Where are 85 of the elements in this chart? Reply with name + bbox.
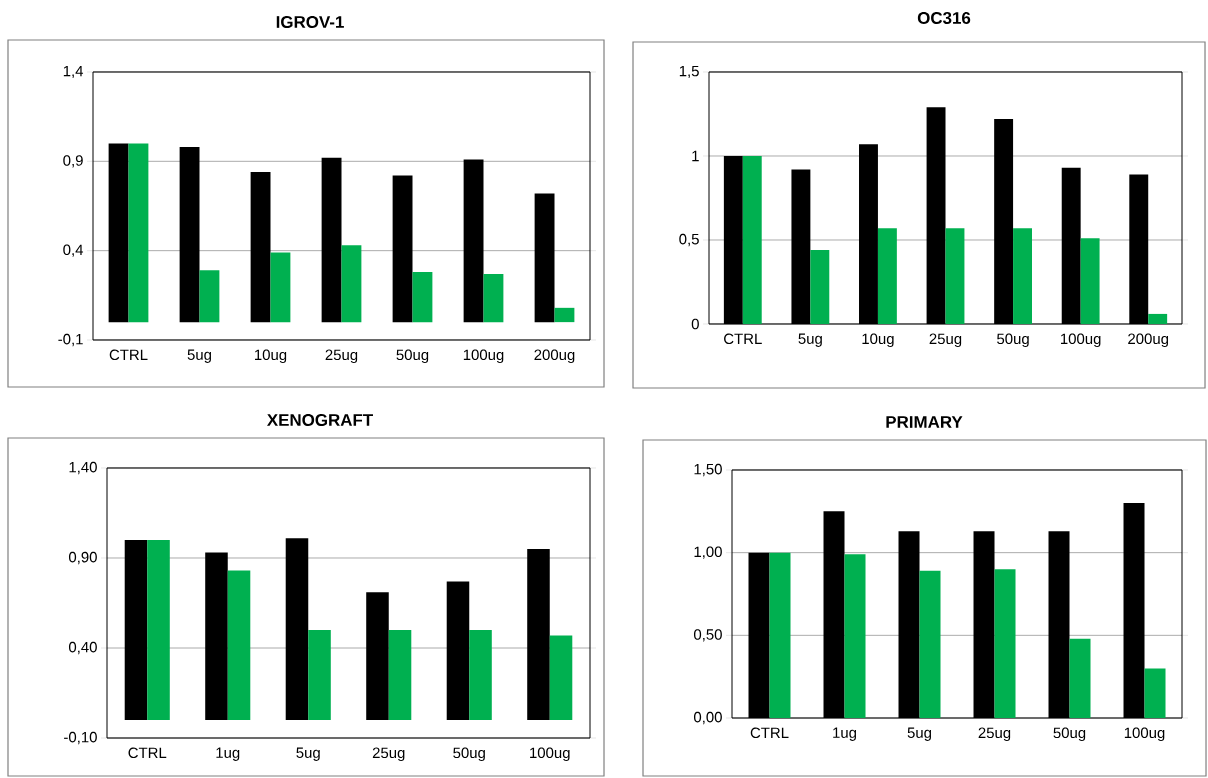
bar <box>554 307 575 323</box>
bar <box>285 538 309 720</box>
bar <box>534 193 555 323</box>
bar <box>469 630 492 720</box>
bar <box>1069 638 1091 718</box>
x-tick-label: 1ug <box>216 747 240 761</box>
bar <box>1013 228 1032 324</box>
x-tick-label: 100ug <box>530 747 570 762</box>
bar <box>742 155 762 324</box>
y-tick-label: 0,50 <box>693 629 722 642</box>
y-tick-label: 0,00 <box>693 711 722 725</box>
bar <box>549 635 573 720</box>
bar <box>199 270 220 323</box>
bar <box>1148 313 1168 324</box>
x-tick-label: CTRL <box>750 727 789 739</box>
y-tick-label: 1,4 <box>63 65 84 79</box>
y-tick-label: 1,00 <box>694 546 722 559</box>
x-tick-label: 25ug <box>325 349 358 364</box>
bar <box>388 630 412 720</box>
y-tick-label: 1,50 <box>694 463 722 477</box>
bar <box>446 581 470 720</box>
x-tick-label: 100ug <box>1124 727 1165 742</box>
x-tick-label: 5ug <box>187 349 211 363</box>
x-tick-label: 100ug <box>463 349 504 364</box>
bar <box>483 273 504 323</box>
x-tick-label: 1ug <box>833 727 856 741</box>
x-tick-label: 50ug <box>997 333 1029 348</box>
x-tick-label: CTRL <box>109 349 148 361</box>
bar <box>147 540 170 720</box>
x-tick-label: 50ug <box>1053 727 1086 742</box>
bar <box>179 147 200 323</box>
x-tick-label: 25ug <box>978 727 1011 742</box>
bar <box>205 552 228 720</box>
y-tick-label: 0,40 <box>68 641 97 655</box>
bar <box>412 272 433 323</box>
bar <box>844 554 866 718</box>
bar <box>1080 238 1100 324</box>
y-tick-label: 0 <box>691 318 699 330</box>
y-tick-label: -0,10 <box>64 731 97 745</box>
bar <box>321 157 342 323</box>
y-tick-label: -0,1 <box>58 333 83 347</box>
bar <box>527 549 550 720</box>
x-tick-label: 200ug <box>1128 333 1169 348</box>
y-tick-label: 1 <box>692 150 699 162</box>
x-tick-label: 5ug <box>798 333 822 347</box>
x-tick-label: 10ug <box>862 333 894 348</box>
y-tick-label: 0,4 <box>63 244 84 257</box>
bar <box>392 175 413 323</box>
bar <box>919 570 941 718</box>
x-tick-label: 5ug <box>296 747 320 761</box>
x-tick-label: 5ug <box>907 727 931 741</box>
bar <box>1144 668 1166 718</box>
bar <box>877 228 897 324</box>
x-tick-label: 25ug <box>929 333 962 348</box>
y-tick-label: 1,5 <box>679 65 699 79</box>
x-tick-label: 100ug <box>1061 333 1101 348</box>
bar <box>250 172 271 323</box>
bar <box>341 245 362 323</box>
chart-title: IGROV-1 <box>276 15 344 28</box>
x-tick-label: 50ug <box>396 349 429 364</box>
bar <box>463 159 484 323</box>
y-tick-label: 1,40 <box>69 461 97 475</box>
bar <box>769 552 791 718</box>
x-tick-label: CTRL <box>724 333 762 345</box>
bar <box>270 252 291 323</box>
bar <box>128 143 149 323</box>
y-tick-label: 0,9 <box>63 155 83 168</box>
bar <box>810 250 830 324</box>
x-tick-label: 25ug <box>372 747 405 762</box>
bar <box>945 228 965 324</box>
chart-title: PRIMARY <box>886 416 963 428</box>
x-tick-label: 50ug <box>453 747 485 762</box>
y-tick-label: 0,90 <box>68 551 97 565</box>
bar <box>108 143 129 323</box>
y-tick-label: 0,5 <box>679 233 699 247</box>
chart-title: OC316 <box>917 11 971 24</box>
bar <box>994 569 1016 718</box>
chart-title: XENOGRAFT <box>267 414 373 426</box>
bar <box>366 592 389 720</box>
x-tick-label: 10ug <box>255 349 287 364</box>
bar <box>227 570 251 720</box>
x-tick-label: 200ug <box>534 349 575 364</box>
bar <box>308 630 331 720</box>
x-tick-label: CTRL <box>128 747 167 759</box>
bar <box>124 540 148 720</box>
